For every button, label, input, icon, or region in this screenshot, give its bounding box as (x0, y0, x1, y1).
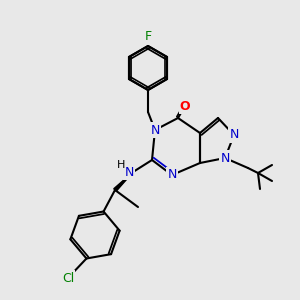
Text: O: O (180, 100, 190, 112)
Text: N: N (150, 124, 160, 136)
Text: N: N (220, 152, 230, 164)
Text: Cl: Cl (62, 272, 74, 284)
Text: H: H (117, 160, 125, 170)
Text: N: N (124, 166, 134, 178)
Text: Cl: Cl (62, 272, 74, 284)
Text: N: N (167, 169, 177, 182)
Text: F: F (144, 29, 152, 43)
Text: O: O (180, 100, 190, 112)
Text: N: N (150, 124, 160, 136)
Text: F: F (144, 29, 152, 43)
Text: N: N (167, 169, 177, 182)
Text: N: N (124, 166, 134, 178)
Polygon shape (114, 172, 133, 191)
Text: H: H (117, 160, 125, 170)
Text: N: N (229, 128, 239, 142)
Text: N: N (229, 128, 239, 142)
Text: N: N (220, 152, 230, 164)
